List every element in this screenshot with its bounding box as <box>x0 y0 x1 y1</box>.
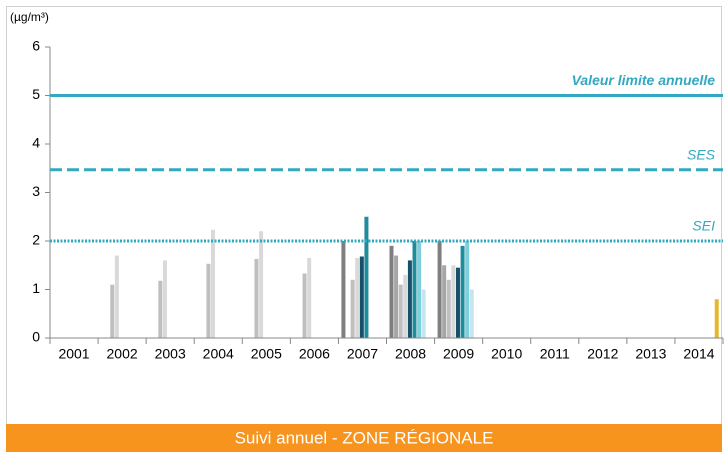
x-tick-label: 2004 <box>203 346 234 362</box>
footer-title: Suivi annuel - ZONE RÉGIONALE <box>235 428 494 447</box>
bar <box>398 284 403 338</box>
y-tick-label: 5 <box>32 86 40 102</box>
bar <box>455 267 460 338</box>
x-tick-label: 2007 <box>347 346 378 362</box>
bar <box>162 260 167 338</box>
reference-label: Valeur limite annuelle <box>572 72 716 88</box>
bar <box>460 245 465 338</box>
bar <box>259 231 264 338</box>
bar <box>355 257 360 338</box>
bar <box>465 241 470 338</box>
bar <box>302 273 307 338</box>
x-tick-label: 2003 <box>155 346 186 362</box>
x-tick-label: 2001 <box>58 346 89 362</box>
y-tick-label: 2 <box>32 232 40 248</box>
bar <box>394 255 399 338</box>
bar <box>403 274 408 338</box>
bar <box>359 256 364 338</box>
y-axis-label: (µg/m³) <box>10 10 49 24</box>
y-tick-label: 4 <box>32 135 40 151</box>
x-tick-label: 2002 <box>107 346 138 362</box>
y-tick-label: 3 <box>32 183 40 199</box>
x-tick-label: 2012 <box>587 346 618 362</box>
x-tick-label: 2008 <box>395 346 426 362</box>
bar <box>158 280 163 338</box>
bar <box>714 299 719 338</box>
x-tick-label: 2006 <box>299 346 330 362</box>
bar <box>307 257 312 338</box>
bar <box>407 260 412 338</box>
bar <box>350 279 355 338</box>
bar <box>421 289 426 338</box>
bar <box>442 265 447 338</box>
bar <box>211 229 216 338</box>
bar <box>437 241 442 338</box>
bar <box>254 258 259 338</box>
reference-label: SEI <box>692 218 715 234</box>
x-tick-label: 2013 <box>635 346 666 362</box>
x-tick-label: 2009 <box>443 346 474 362</box>
bar <box>364 216 369 338</box>
chart-frame <box>6 6 722 447</box>
footer-band <box>6 424 722 452</box>
y-tick-label: 0 <box>32 329 40 345</box>
bar <box>110 284 115 338</box>
x-tick-label: 2011 <box>540 346 570 362</box>
bar <box>417 241 422 338</box>
x-tick-label: 2005 <box>251 346 282 362</box>
bar <box>469 289 474 338</box>
bar <box>206 263 211 338</box>
y-tick-label: 1 <box>32 280 40 296</box>
bar <box>389 245 394 338</box>
bar <box>341 241 346 338</box>
y-tick-label: 6 <box>32 38 40 54</box>
x-tick-label: 2014 <box>683 346 714 362</box>
reference-label: SES <box>687 146 716 162</box>
x-tick-label: 2010 <box>491 346 522 362</box>
bar <box>114 255 119 338</box>
bar <box>412 241 417 338</box>
bar <box>446 279 451 338</box>
bar <box>451 265 456 338</box>
